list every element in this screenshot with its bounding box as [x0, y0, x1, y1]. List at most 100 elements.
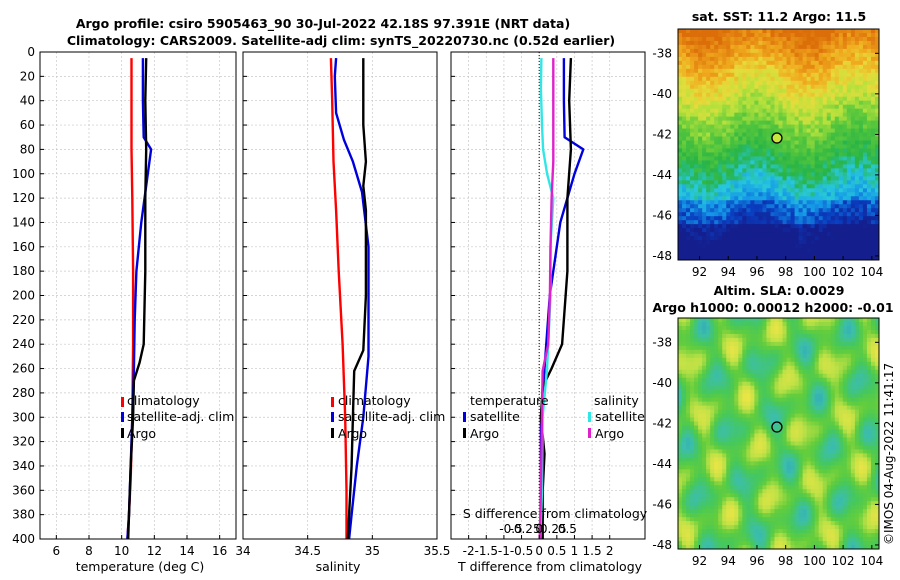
map-cell	[758, 353, 764, 359]
map-cell	[778, 441, 784, 447]
map-cell	[714, 377, 719, 383]
map-cell	[874, 457, 879, 462]
map-cell	[686, 124, 691, 130]
map-cell	[750, 84, 755, 90]
map-cell	[850, 248, 856, 253]
map-cell	[846, 29, 852, 34]
map-cell	[838, 457, 844, 462]
map-cell	[762, 29, 768, 34]
map-cell	[874, 200, 879, 205]
map-cell	[790, 220, 796, 225]
map-cell	[830, 64, 836, 70]
map-cell	[862, 184, 868, 189]
map-cell	[830, 116, 836, 122]
map-cell	[870, 318, 876, 323]
map-cell	[834, 224, 840, 229]
map-cell	[710, 160, 715, 166]
map-cell	[734, 341, 739, 347]
map-cell	[862, 92, 868, 98]
map-cell	[750, 232, 755, 237]
map-cell	[762, 208, 768, 213]
map-cell	[734, 88, 739, 94]
map-cell	[770, 220, 776, 225]
map-cell	[874, 248, 879, 253]
map-cell	[746, 224, 751, 229]
map-cell	[754, 377, 759, 383]
map-cell	[826, 393, 832, 399]
map-cell	[686, 377, 691, 383]
map-cell	[830, 80, 836, 86]
x-tick-label: 10	[114, 544, 129, 558]
map-cell	[770, 369, 776, 375]
map-cell	[742, 56, 747, 62]
map-cell	[694, 357, 699, 363]
map-cell	[706, 318, 711, 323]
map-cell	[742, 204, 747, 209]
map-cell	[782, 369, 788, 375]
map-cell	[690, 421, 695, 427]
map-cell	[762, 353, 768, 359]
map-cell	[678, 168, 683, 173]
map-cell	[710, 333, 715, 339]
map-cell	[786, 212, 792, 217]
map-cell	[866, 56, 872, 62]
map-cell	[706, 104, 711, 110]
sla-map-title: Altim. SLA: 0.0029	[714, 283, 845, 298]
map-cell	[798, 453, 804, 458]
map-cell	[722, 441, 727, 447]
map-cell	[798, 184, 804, 189]
map-cell	[754, 318, 759, 323]
map-cell	[806, 357, 812, 363]
map-cell	[778, 196, 784, 201]
map-cell	[814, 40, 820, 46]
map-cell	[686, 252, 691, 257]
map-cell	[850, 337, 856, 343]
map-cell	[850, 357, 856, 363]
map-cell	[706, 68, 711, 74]
map-cell	[718, 449, 723, 455]
map-cell	[722, 318, 727, 323]
map-cell	[834, 433, 840, 439]
map-cell	[866, 421, 872, 427]
map-cell	[818, 232, 824, 237]
map-cell	[754, 425, 759, 431]
map-cell	[746, 433, 751, 439]
map-cell	[738, 248, 743, 253]
map-cell	[862, 248, 868, 253]
map-cell	[738, 40, 743, 46]
map-cell	[826, 365, 832, 371]
map-cell	[718, 240, 723, 245]
map-cell	[826, 369, 832, 375]
map-cell	[782, 176, 788, 181]
map-cell	[734, 64, 739, 70]
map-cell	[842, 228, 848, 233]
map-cell	[686, 120, 691, 126]
map-cell	[838, 208, 844, 213]
map-cell	[850, 100, 856, 106]
legend-swatch-t-satellite	[463, 412, 466, 422]
map-cell	[706, 256, 711, 260]
map-cell	[802, 172, 808, 177]
map-cell	[786, 144, 792, 150]
map-cell	[742, 44, 747, 50]
sst-cells	[678, 29, 879, 260]
map-cell	[794, 373, 800, 379]
map-cell	[758, 377, 764, 383]
map-cell	[842, 136, 848, 142]
map-cell	[790, 349, 796, 355]
map-cell	[766, 152, 772, 158]
map-cell	[822, 417, 828, 423]
map-cell	[758, 196, 764, 201]
map-cell	[846, 318, 852, 323]
map-cell	[782, 160, 788, 166]
map-cell	[850, 252, 856, 257]
map-cell	[874, 381, 879, 387]
map-cell	[794, 409, 800, 415]
map-cell	[698, 72, 703, 78]
map-cell	[750, 421, 755, 427]
map-cell	[842, 152, 848, 158]
map-cell	[810, 92, 816, 98]
map-cell	[686, 369, 691, 375]
map-cell	[774, 200, 780, 205]
map-cell	[722, 29, 727, 34]
